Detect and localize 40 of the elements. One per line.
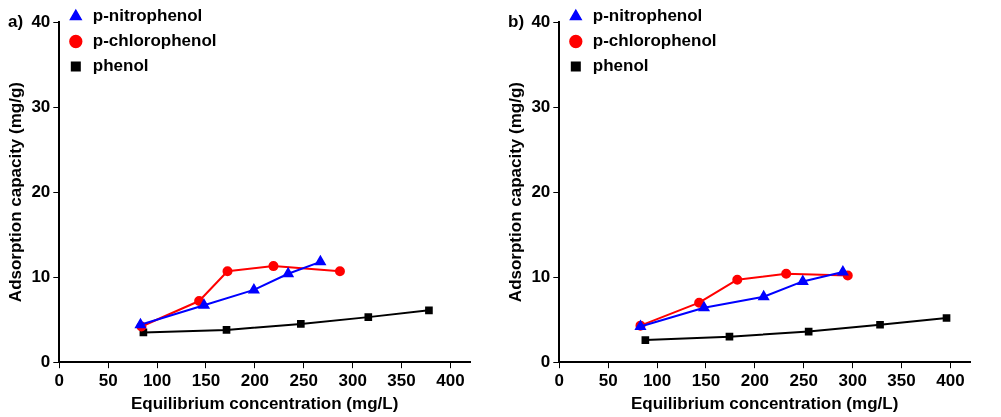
y-tick-label: 20: [31, 181, 51, 201]
y-tick-label: 40: [531, 11, 551, 31]
y-axis-title: Adsorption capacity (mg/g): [505, 82, 525, 303]
legend-label: phenol: [592, 56, 649, 76]
y-tick-label: 0: [40, 351, 51, 371]
x-tick-label: 100: [142, 371, 172, 391]
x-tick-label: 0: [54, 371, 65, 391]
x-tick-label: 0: [554, 371, 565, 391]
legend-label: p-nitrophenol: [592, 6, 703, 26]
x-tick-label: 200: [740, 371, 770, 391]
x-tick-label: 50: [598, 371, 618, 391]
legend-label: p-chlorophenol: [92, 31, 217, 51]
x-tick-label: 400: [436, 371, 465, 391]
chart-title: a): [8, 11, 24, 31]
y-tick-label: 10: [531, 266, 551, 286]
x-tick-label: 200: [240, 371, 270, 391]
y-tick-label: 40: [31, 11, 51, 31]
y-tick-label: 10: [31, 266, 51, 286]
y-tick-label: 30: [531, 96, 551, 116]
x-tick-label: 350: [887, 371, 916, 391]
x-tick-label: 300: [338, 371, 367, 391]
x-tick-label: 250: [789, 371, 818, 391]
x-tick-label: 300: [838, 371, 867, 391]
x-tick-label: 150: [191, 371, 221, 391]
x-tick-label: 50: [98, 371, 118, 391]
legend-label: p-nitrophenol: [92, 6, 203, 26]
y-tick-label: 30: [31, 96, 51, 116]
y-tick-label: 20: [531, 181, 551, 201]
y-axis-title: Adsorption capacity (mg/g): [5, 82, 25, 303]
y-tick-label: 0: [540, 351, 551, 371]
x-tick-label: 150: [691, 371, 721, 391]
x-axis-title: Equilibrium concentration (mg/L): [631, 394, 899, 414]
x-axis-title: Equilibrium concentration (mg/L): [131, 394, 399, 414]
legend-label: phenol: [92, 56, 149, 76]
x-tick-label: 100: [642, 371, 672, 391]
x-tick-label: 400: [936, 371, 965, 391]
x-tick-label: 250: [289, 371, 318, 391]
legend-label: p-chlorophenol: [592, 31, 717, 51]
chart-title: b): [508, 11, 525, 31]
x-tick-label: 350: [387, 371, 416, 391]
